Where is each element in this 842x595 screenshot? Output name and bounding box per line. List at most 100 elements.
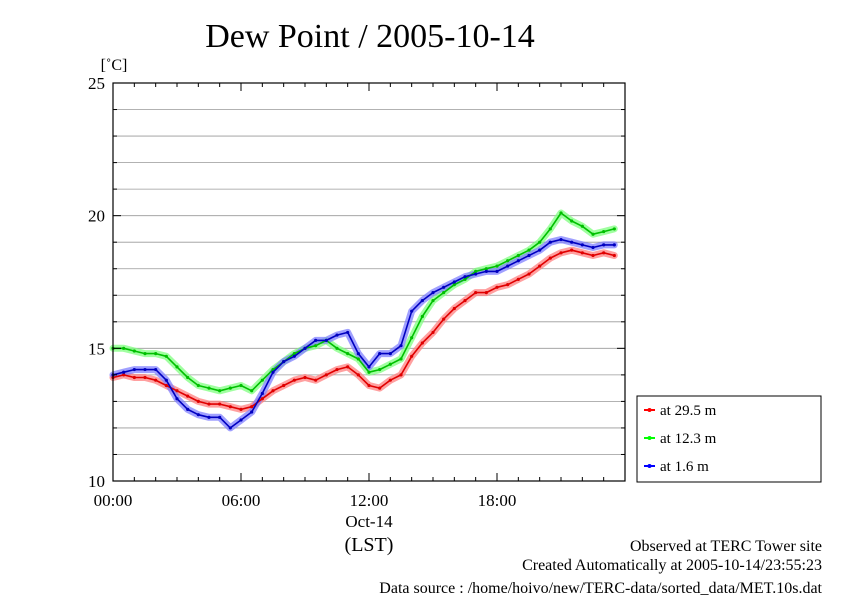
data-point [612,227,616,231]
data-point [164,354,168,358]
y-axis-unit-label: [˚C] [101,57,128,74]
data-point [260,391,264,396]
data-point [314,344,318,348]
series-lines [109,209,618,432]
legend-label: at 1.6 m [660,459,709,475]
series-band-0 [109,246,618,413]
data-point [207,402,211,406]
data-point [431,291,435,295]
data-point [452,306,456,311]
footer-created-time: Created Automatically at 2005-10-14/23:5… [522,557,822,574]
data-point [388,378,392,382]
data-point [346,365,350,369]
data-point [314,378,318,382]
data-point [580,243,584,247]
data-point [143,367,147,372]
data-point [410,354,414,358]
data-point [186,394,190,398]
data-point [324,373,328,377]
data-point [303,375,307,380]
data-point [399,373,403,377]
data-point [495,285,499,289]
data-point [474,269,478,273]
data-point [420,314,424,319]
data-point [538,240,542,244]
data-point [346,330,350,335]
data-point [559,251,563,255]
data-point [506,283,510,287]
legend-label: at 12.3 m [660,431,717,447]
data-point [346,352,350,356]
data-point [292,354,296,358]
grid-lines [113,109,625,455]
data-point [420,341,424,345]
data-point [260,378,264,382]
data-point [431,298,435,303]
data-point [218,389,222,393]
data-point [431,330,435,335]
data-point [186,407,190,411]
data-point [570,240,574,244]
series-line-1 [113,212,615,392]
data-point [143,352,147,356]
data-point [378,352,382,356]
data-point [132,367,136,372]
data-point [580,224,584,228]
data-point [175,389,179,393]
data-point [164,383,168,388]
series-line-2 [112,238,615,429]
data-point [580,251,584,255]
data-point [548,227,552,231]
data-point [314,338,318,342]
data-point [228,426,232,430]
data-point [282,383,286,388]
data-point [388,352,392,356]
data-point [378,367,382,372]
data-point [367,370,371,374]
series-line-0 [112,249,615,411]
data-point [132,349,136,353]
data-point [196,383,200,388]
data-point [260,397,264,401]
data-point [356,357,360,361]
data-point [548,256,552,260]
data-point [292,378,296,382]
data-point [538,248,542,252]
x-tick-label: 06:00 [222,491,261,510]
legend-box [636,395,822,483]
data-point [527,272,531,276]
data-point [591,253,595,258]
data-point [324,338,328,342]
legend-marker [647,436,652,440]
legend-marker [647,408,652,412]
data-point [378,386,382,390]
data-point [612,243,616,247]
data-point [559,237,563,242]
y-tick-label: 10 [88,472,105,491]
y-tick-label: 15 [88,339,105,358]
data-point [367,383,371,388]
data-point [570,248,574,252]
data-point [474,272,478,276]
axis-ticks: 10 15 20 25 00:00 06:00 12:00 18:00 [88,74,626,510]
data-point [154,352,158,356]
data-point [175,397,179,401]
legend-label: at 29.5 m [660,403,717,419]
data-point [410,336,414,340]
data-point [527,253,531,258]
data-point [463,275,467,279]
data-point [207,386,211,390]
data-point [591,245,595,250]
data-point [602,229,606,234]
data-point [335,367,339,372]
data-point [463,298,467,303]
data-point [602,243,606,247]
data-point [420,298,424,303]
data-point [132,375,136,380]
data-point [218,402,222,406]
data-point [484,267,488,271]
data-point [442,291,446,295]
data-point [218,415,222,419]
data-point [207,415,211,419]
